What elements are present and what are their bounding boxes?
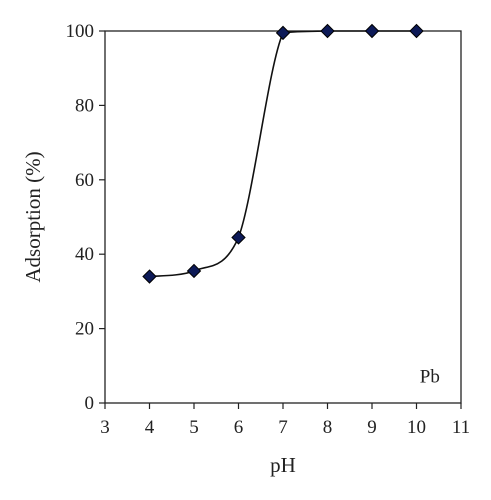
data-point-diamond [364,23,380,39]
element-annotation: Pb [420,367,440,388]
x-tick-label: 5 [189,417,199,438]
x-tick-label: 10 [407,417,426,438]
series-line [149,30,417,278]
x-tick-label: 6 [234,417,244,438]
x-tick-label: 7 [278,417,288,438]
x-axis-title: pH [270,453,296,477]
data-point-diamond [409,23,424,39]
label-layer: pH Adsorption (%) Pb [21,151,440,477]
y-tick-label: 20 [75,319,94,340]
data-point-diamond [186,263,202,279]
x-tick-label: 4 [145,417,155,438]
y-tick-label: 0 [85,393,95,414]
x-tick-label: 3 [100,417,110,438]
x-tick-label: 11 [452,417,470,438]
y-tick-label: 60 [75,170,94,191]
x-tick-label: 8 [323,417,333,438]
y-axis-title: Adsorption (%) [21,151,45,282]
curve-layer [149,30,417,278]
y-tick-label: 40 [75,244,94,265]
marker-layer [142,23,424,284]
plot-frame [104,30,462,404]
data-point-diamond [275,25,291,41]
data-point-diamond [142,269,157,284]
y-tick-label: 80 [75,95,94,116]
data-point-diamond [320,23,335,39]
x-tick-label: 9 [367,417,377,438]
data-point-diamond [231,230,246,245]
y-tick-label: 100 [66,21,95,42]
axes: 3 4 5 6 7 8 9 10 11 0 20 40 60 80 100 [66,21,471,438]
